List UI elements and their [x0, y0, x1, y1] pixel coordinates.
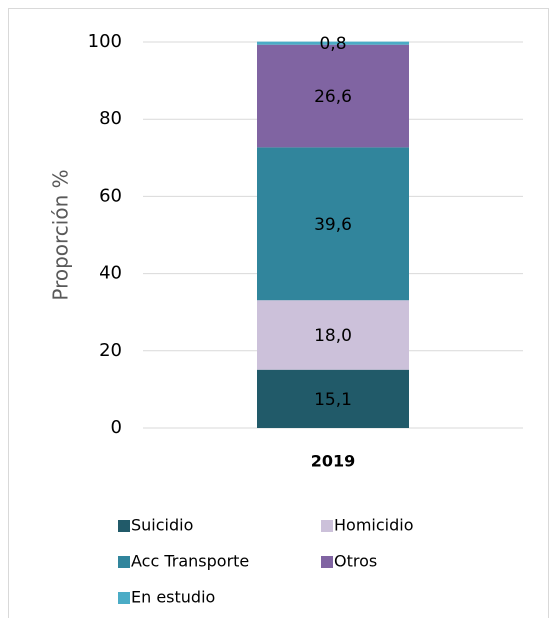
data-label: 39,6 — [314, 215, 352, 235]
data-label: 26,6 — [314, 87, 352, 107]
bar-segment — [257, 300, 409, 370]
y-tick-label: 40 — [99, 263, 122, 284]
legend-label: Suicidio — [131, 516, 193, 535]
legend-label: En estudio — [131, 588, 215, 607]
legend-swatch — [321, 556, 333, 568]
data-label: 18,0 — [314, 326, 352, 346]
bar-segment — [257, 41, 409, 45]
legend-label: Otros — [334, 552, 377, 571]
legend-swatch — [321, 520, 333, 532]
bar-segment — [257, 369, 409, 428]
y-tick-label: 80 — [99, 108, 122, 129]
y-tick-label: 20 — [99, 340, 122, 361]
chart-border — [8, 8, 549, 618]
legend-label: Homicidio — [334, 516, 413, 535]
bar-segment — [257, 147, 409, 301]
legend-swatch — [118, 592, 130, 604]
y-tick-label: 60 — [99, 185, 122, 206]
data-label: 15,1 — [314, 390, 352, 410]
y-tick-label: 100 — [88, 31, 122, 52]
y-tick-label: 0 — [111, 417, 122, 438]
y-axis-title: Proporción % — [49, 169, 73, 300]
legend-label: Acc Transporte — [131, 552, 249, 571]
bar-segment — [257, 44, 409, 148]
data-label: 0,8 — [319, 34, 346, 54]
legend-swatch — [118, 520, 130, 532]
x-tick-label: 2019 — [311, 452, 356, 471]
legend-swatch — [118, 556, 130, 568]
